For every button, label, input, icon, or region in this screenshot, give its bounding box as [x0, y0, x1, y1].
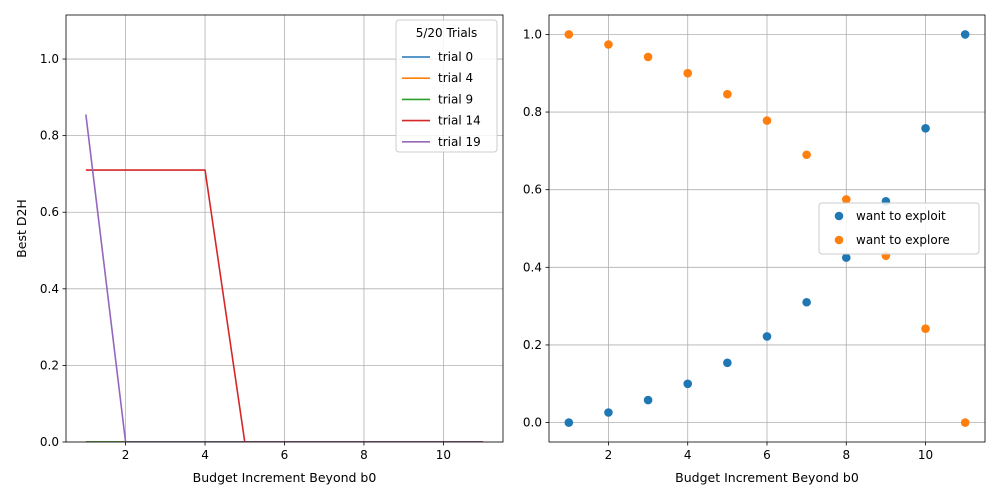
y-tick-label: 0.6: [40, 205, 59, 219]
data-point-want-to-exploit: [604, 408, 613, 417]
data-point-want-to-explore: [762, 116, 772, 125]
y-tick-label: 1.0: [40, 52, 59, 66]
y-tick-label: 1.0: [523, 27, 542, 41]
legend-entry: trial 4: [438, 71, 473, 85]
y-tick-label: 0.2: [523, 338, 542, 352]
data-point-want-to-exploit: [564, 418, 574, 427]
data-point-want-to-explore: [921, 324, 930, 333]
legend-marker: [834, 235, 844, 245]
legend-entry: trial 19: [438, 135, 481, 149]
y-tick-label: 0.0: [40, 435, 59, 449]
data-point-want-to-exploit: [960, 30, 970, 39]
data-point-want-to-exploit: [683, 379, 693, 389]
data-point-want-to-exploit: [921, 124, 930, 133]
data-point-want-to-exploit: [841, 253, 851, 262]
data-point-want-to-explore: [802, 150, 811, 160]
data-point-want-to-exploit: [802, 297, 811, 307]
legend-box: [395, 19, 498, 153]
axes-frame: [65, 14, 504, 443]
x-tick-label: 6: [281, 448, 289, 462]
y-tick-label: 0.2: [40, 358, 59, 372]
x-axis-label: Budget Increment Beyond b0: [193, 470, 377, 485]
y-tick-label: 0.6: [523, 183, 542, 197]
data-point-want-to-explore: [564, 30, 574, 39]
data-point-want-to-explore: [723, 89, 732, 99]
legend-entry: trial 14: [438, 114, 481, 128]
axes-frame: [548, 14, 986, 443]
y-tick-label: 0.0: [523, 416, 542, 430]
legend-title: 5/20 Trials: [416, 26, 478, 40]
plot-area: [85, 114, 484, 442]
data-point-want-to-explore: [960, 418, 970, 427]
x-tick-label: 8: [360, 448, 368, 462]
legend-marker: [834, 211, 844, 221]
x-tick-label: 4: [201, 448, 209, 462]
data-point-want-to-exploit: [643, 395, 653, 405]
series-line-trial-14: [85, 169, 484, 442]
x-axis-label: Budget Increment Beyond b0: [675, 470, 859, 485]
x-tick-label: 2: [605, 448, 613, 462]
legend-entry: trial 0: [438, 50, 473, 64]
x-tick-label: 2: [122, 448, 130, 462]
y-tick-label: 0.4: [40, 282, 59, 296]
data-point-want-to-explore: [683, 68, 693, 78]
legend-entry: want to exploit: [856, 209, 946, 223]
data-point-want-to-explore: [604, 40, 613, 49]
y-tick-label: 0.4: [523, 260, 542, 274]
data-point-want-to-explore: [643, 52, 653, 62]
legend-entry: want to explore: [856, 233, 950, 247]
legend-box: [818, 202, 980, 255]
x-tick-label: 6: [763, 448, 771, 462]
y-tick-label: 0.8: [40, 129, 59, 143]
y-axis-label: Best D2H: [14, 199, 29, 258]
x-tick-label: 4: [684, 448, 692, 462]
legend-entry: trial 9: [438, 92, 473, 106]
data-point-want-to-exploit: [762, 332, 772, 341]
x-tick-label: 8: [842, 448, 850, 462]
right-chart-panel: 2 4 6 8 10 0.0 0.2 0.4 0.6 0.8 1.0 Budget Increment…: [523, 14, 986, 485]
x-tick-label: 10: [918, 448, 933, 462]
data-point-want-to-exploit: [723, 358, 732, 368]
data-point-want-to-explore: [841, 195, 851, 204]
x-tick-label: 10: [436, 448, 451, 462]
y-tick-label: 0.8: [523, 105, 542, 119]
left-chart-panel: 2 4 6 8 10 0.0 0.2 0.4 0.6 0.8 1.0 Budget Increment…: [14, 14, 504, 485]
